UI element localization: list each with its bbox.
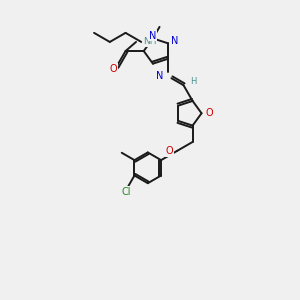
Text: N: N	[156, 71, 164, 81]
Text: O: O	[110, 64, 118, 74]
Text: O: O	[166, 146, 173, 156]
Text: N: N	[148, 31, 156, 40]
Text: O: O	[205, 108, 213, 118]
Text: Cl: Cl	[122, 187, 131, 197]
Text: NH: NH	[143, 38, 157, 46]
Text: H: H	[190, 77, 196, 86]
Text: N: N	[171, 37, 178, 46]
